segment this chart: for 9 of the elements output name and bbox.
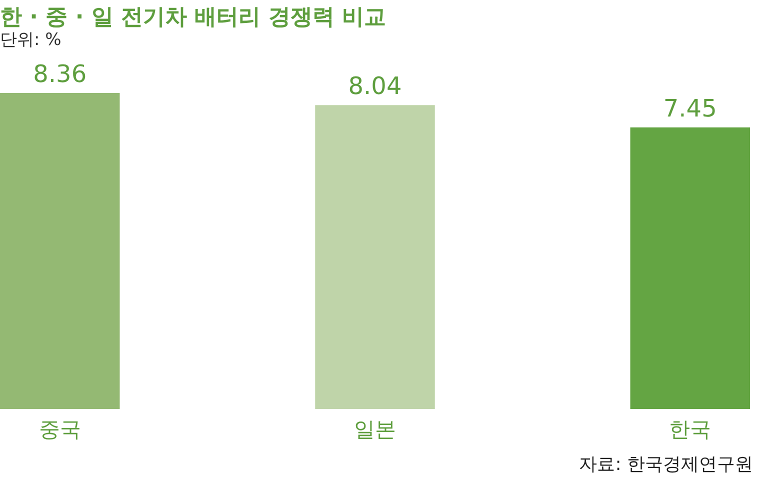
data-label: 7.45	[663, 94, 717, 122]
x-tick-label: 중국	[38, 418, 81, 442]
text: 자료: 한국경제연구원	[579, 453, 753, 476]
chart-subtitle: 단위: %	[0, 30, 62, 50]
data-label: 8.04	[348, 72, 402, 100]
x-tick-label: 한국	[669, 418, 712, 442]
chart-title: 한 · 중 · 일 전기차 배터리 경쟁력 비교	[0, 5, 386, 30]
x-tick-label: 일본	[354, 418, 396, 442]
data-label: 8.36	[33, 60, 87, 88]
